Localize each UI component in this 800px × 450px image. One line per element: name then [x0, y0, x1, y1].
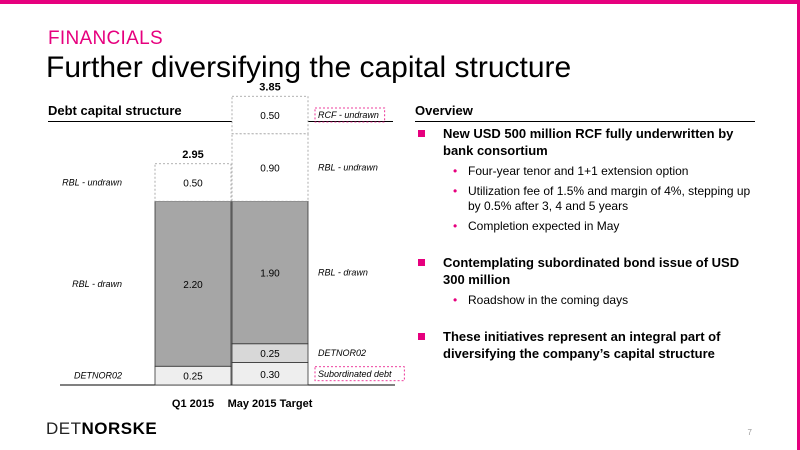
bar-value-label: 0.25: [183, 372, 203, 383]
chart-panel-heading: Debt capital structure: [48, 103, 393, 122]
overview-sub-bullet: • Four-year tenor and 1+1 extension optio…: [415, 164, 755, 179]
segment-label: RBL - drawn: [318, 268, 368, 278]
overview-panel-heading: Overview: [415, 103, 755, 122]
overview-bullet: New USD 500 million RCF fully underwritt…: [415, 125, 755, 159]
dot-bullet-icon: •: [453, 219, 458, 233]
bar-value-label: 0.25: [260, 349, 280, 360]
segment-label: RBL - drawn: [72, 279, 122, 289]
category-tick-label: May 2015 Target: [228, 398, 313, 410]
overview-sub-bullet-text: Completion expected in May: [468, 219, 620, 233]
bar-segment-rbl_drawn: [154, 200, 232, 367]
bar-segment-rbl_undrawn: [154, 163, 232, 202]
bar-segment-rbl_undrawn: [231, 133, 309, 202]
right-accent-bar: [797, 0, 800, 450]
bar-value-label: 2.20: [183, 280, 203, 291]
company-logo: DETNORSKE: [46, 419, 157, 439]
bar-value-label: 1.90: [260, 269, 280, 280]
bar-value-label: 0.50: [183, 179, 203, 190]
bar-segment-rbl_drawn: [231, 200, 309, 345]
page-number: 7: [747, 428, 752, 437]
section-label: FINANCIALS: [48, 28, 163, 49]
overview-group: New USD 500 million RCF fully underwritt…: [415, 125, 755, 234]
dot-bullet-icon: •: [453, 184, 458, 198]
segment-label: Subordinated debt: [318, 369, 392, 379]
bar-total-label: 3.85: [259, 81, 280, 93]
segment-label: RBL - undrawn: [62, 178, 122, 188]
dot-bullet-icon: •: [453, 164, 458, 178]
overview-bullet-text: Contemplating subordinated bond issue of…: [443, 255, 740, 287]
logo-text-thin: DET: [46, 419, 82, 438]
overview-sub-bullet-text: Roadshow in the coming days: [468, 293, 629, 307]
segment-label-box: [314, 107, 386, 123]
overview-bullet-text: New USD 500 million RCF fully underwritt…: [443, 126, 734, 158]
overview-sub-bullet: • Roadshow in the coming days: [415, 293, 755, 308]
top-accent-bar: [0, 0, 800, 4]
bar-value-label: 0.50: [260, 111, 280, 122]
bar-segment-rcf_undrawn: [231, 95, 309, 135]
segment-label: DETNOR02: [318, 348, 366, 358]
overview-sub-bullet: • Completion expected in May: [415, 219, 755, 234]
overview-sub-bullet-text: Utilization fee of 1.5% and margin of 4%…: [468, 184, 751, 213]
page-title: Further diversifying the capital structu…: [46, 51, 572, 84]
overview-bullet: These initiatives represent an integral …: [415, 328, 755, 362]
overview-bullet: Contemplating subordinated bond issue of…: [415, 254, 755, 288]
overview-bullet-text: These initiatives represent an integral …: [443, 329, 721, 361]
logo-text-bold: NORSKE: [81, 419, 158, 438]
segment-label: RBL - undrawn: [318, 163, 378, 173]
overview-group: These initiatives represent an integral …: [415, 328, 755, 362]
square-bullet-icon: [418, 130, 425, 137]
overview-sub-bullet-text: Four-year tenor and 1+1 extension option: [468, 164, 689, 178]
square-bullet-icon: [418, 333, 425, 340]
segment-label-box: [314, 366, 405, 382]
segment-label: RCF - undrawn: [318, 110, 379, 120]
square-bullet-icon: [418, 259, 425, 266]
category-tick-label: Q1 2015: [172, 398, 214, 410]
overview-sub-bullet: • Utilization fee of 1.5% and margin of 4…: [415, 184, 755, 214]
bar-value-label: 0.90: [260, 164, 280, 175]
overview-bullets: New USD 500 million RCF fully underwritt…: [415, 125, 755, 382]
dot-bullet-icon: •: [453, 293, 458, 307]
overview-group: Contemplating subordinated bond issue of…: [415, 254, 755, 308]
bar-total-label: 2.95: [182, 149, 203, 161]
bar-value-label: 0.30: [260, 370, 280, 381]
segment-label: DETNOR02: [74, 371, 122, 381]
